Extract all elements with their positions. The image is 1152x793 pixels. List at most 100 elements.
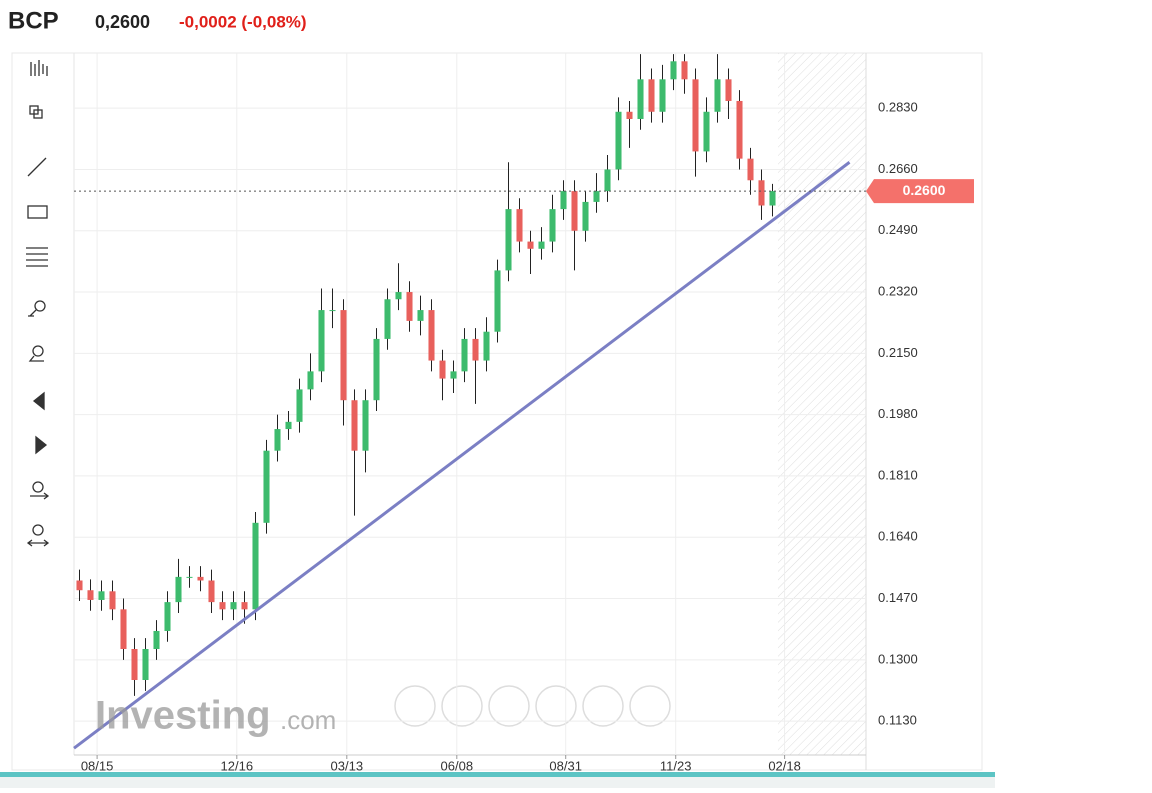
candle-body	[626, 111, 633, 119]
candle-body	[681, 61, 688, 80]
candle-body	[769, 191, 776, 206]
tool-icon[interactable]	[35, 435, 48, 455]
candle-body	[153, 630, 160, 649]
x-tick-label: 12/16	[221, 758, 254, 773]
candle-body	[175, 576, 182, 603]
candle-body	[527, 241, 534, 249]
y-tick-label: 0.2150	[878, 345, 918, 360]
nav-button[interactable]	[441, 685, 483, 727]
candle-body	[714, 79, 721, 112]
candle-body	[439, 360, 446, 379]
candle-body	[516, 209, 523, 242]
candle-body	[703, 111, 710, 152]
candle-body	[505, 209, 512, 271]
tool-icon[interactable]	[34, 300, 46, 312]
nav-button[interactable]	[394, 685, 436, 727]
candle-body	[351, 400, 358, 451]
tool-icon[interactable]	[33, 109, 43, 119]
candle-body	[494, 270, 501, 332]
candle-body	[87, 590, 94, 600]
bottom-strip	[0, 777, 995, 788]
y-tick-label: 0.1470	[878, 590, 918, 605]
candle-body	[758, 180, 765, 206]
x-tick-label: 03/13	[331, 758, 364, 773]
candle-body	[307, 371, 314, 390]
tool-icon[interactable]	[32, 524, 44, 536]
candle-body	[417, 310, 424, 321]
last-price-label: 0.2600	[903, 182, 946, 198]
tool-icon[interactable]	[26, 539, 50, 547]
candle-body	[274, 429, 281, 451]
candle-body	[285, 421, 292, 430]
y-tick-label: 0.1640	[878, 529, 918, 544]
candle-body	[483, 331, 490, 361]
candle-body	[340, 310, 347, 401]
symbol: BCP	[8, 7, 59, 34]
tool-icon[interactable]	[30, 492, 50, 500]
candle-body	[560, 191, 567, 210]
candle-body	[109, 591, 116, 610]
tool-icon[interactable]	[30, 60, 48, 76]
candle-body	[648, 79, 655, 112]
candle-body	[362, 400, 369, 451]
toolbar	[26, 60, 50, 547]
candle-body	[538, 241, 545, 249]
x-tick-label: 08/31	[549, 758, 582, 773]
candle-body	[395, 292, 402, 300]
candle-body	[725, 79, 732, 101]
tool-icon[interactable]	[32, 345, 44, 357]
y-tick-label: 0.1810	[878, 467, 918, 482]
candle-body	[384, 299, 391, 339]
tool-icon[interactable]	[27, 157, 47, 177]
candle-body	[692, 79, 699, 152]
tool-icon[interactable]	[28, 355, 44, 362]
nav-button[interactable]	[535, 685, 577, 727]
candle-body	[186, 576, 193, 578]
bottom-bar	[0, 772, 995, 777]
candle-body	[582, 201, 589, 231]
tool-icon[interactable]	[27, 205, 48, 219]
candle-body	[637, 79, 644, 119]
tool-icon[interactable]	[28, 309, 37, 317]
tool-icon[interactable]	[32, 391, 45, 411]
future-area	[778, 53, 866, 755]
candle-body	[164, 602, 171, 631]
tool-icon[interactable]	[26, 247, 48, 267]
candle-body	[142, 648, 149, 681]
candle-body	[373, 338, 380, 401]
candle-body	[615, 111, 622, 170]
tool-icon[interactable]	[32, 481, 44, 493]
candle-body	[131, 648, 138, 681]
plot: 0.2830 0.2660 0.2490 0.2320 0.2150 0.1980 0.18…	[73, 53, 974, 773]
nav-button[interactable]	[629, 685, 671, 727]
candle-body	[549, 209, 556, 242]
candle-body	[329, 310, 336, 312]
price: 0,2600	[95, 12, 150, 32]
candle-body	[197, 576, 204, 581]
candle-body	[76, 580, 83, 591]
x-tick-label: 11/23	[660, 758, 692, 773]
candle-body	[241, 602, 248, 610]
candle-body	[593, 191, 600, 202]
candle-body	[670, 61, 677, 80]
candle-body	[428, 310, 435, 361]
y-tick-label: 0.2320	[878, 283, 918, 298]
candle-body	[450, 371, 457, 379]
candle-body	[659, 79, 666, 112]
last-price-badge	[866, 179, 974, 204]
nav-button[interactable]	[488, 685, 530, 727]
y-tick-label: 0.2660	[878, 161, 918, 176]
candle-body	[406, 292, 413, 321]
y-tick-label: 0.2830	[878, 100, 918, 115]
candle-body	[461, 338, 468, 372]
nav-button[interactable]	[582, 685, 624, 727]
candle-body	[571, 191, 578, 231]
candle-body	[98, 591, 105, 600]
candle-body	[736, 100, 743, 159]
trendline	[73, 161, 851, 750]
candle-body	[604, 169, 611, 192]
y-tick-label: 0.2490	[878, 222, 918, 237]
nav-buttons	[394, 685, 671, 727]
candle-body	[120, 609, 127, 649]
